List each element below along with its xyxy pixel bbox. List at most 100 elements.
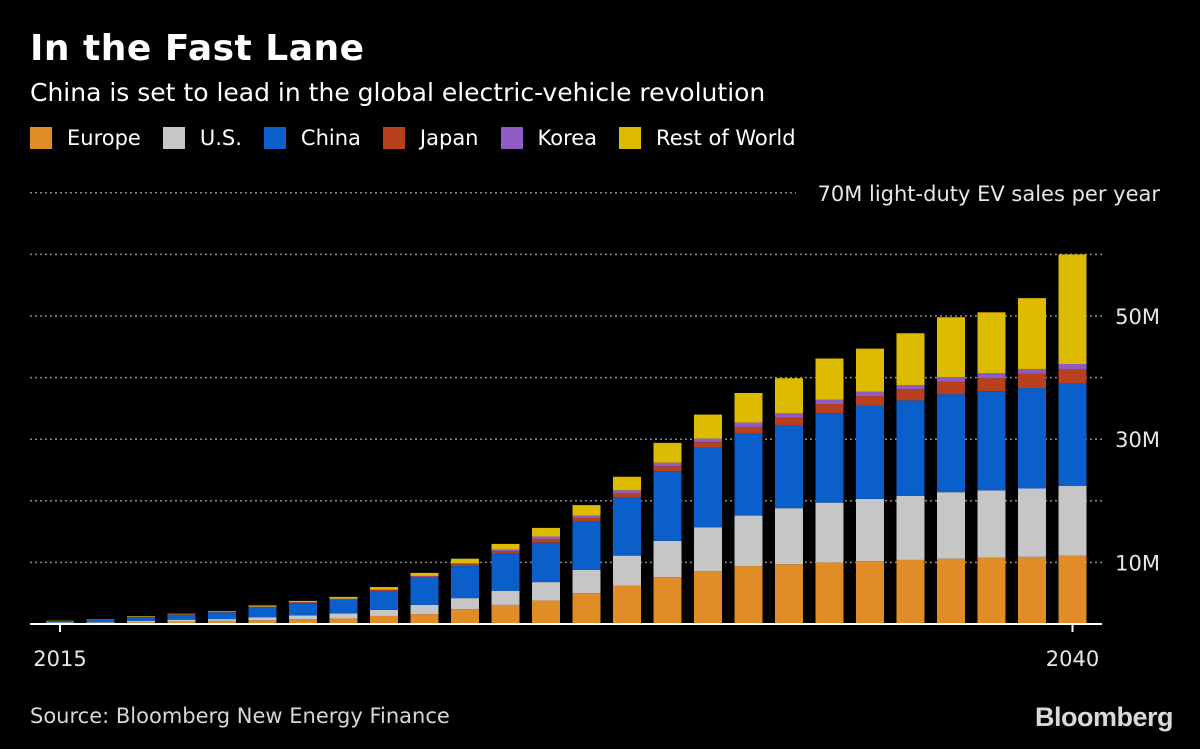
bar-segment-japan-2022 (329, 599, 358, 600)
bar-segment-korea-2028 (572, 515, 601, 519)
legend-item-japan: Japan (382, 126, 479, 150)
bar-segment-rest-of-world-2029 (613, 476, 641, 491)
bar-segment-europe-2019 (208, 620, 236, 624)
legend-label: Korea (537, 126, 598, 150)
bar-segment-japan-2040 (1058, 368, 1087, 384)
bar-segment-korea-2040 (1058, 364, 1087, 369)
bar-segment-china-2023 (370, 591, 398, 610)
bar-segment-u-s--2033 (775, 508, 803, 565)
bar-segment-rest-of-world-2028 (572, 505, 601, 516)
bloomberg-logo: Bloomberg (1034, 702, 1174, 732)
bar-segment-europe-2028 (572, 593, 601, 624)
bar-segment-korea-2022 (329, 598, 358, 600)
bar-segment-europe-2030 (653, 577, 682, 624)
bar-segment-u-s--2025 (451, 598, 479, 610)
bar-segment-china-2027 (532, 542, 560, 583)
bar-segment-europe-2018 (167, 621, 196, 624)
bar-segment-u-s--2022 (329, 613, 358, 619)
bar-segment-rest-of-world-2020 (248, 605, 277, 607)
bar-segment-rest-of-world-2018 (167, 613, 196, 615)
bar-segment-rest-of-world-2024 (410, 572, 439, 576)
bar-segment-u-s--2019 (208, 619, 236, 621)
bar-segment-u-s--2021 (289, 615, 317, 620)
x-tick-label: 2015 (33, 647, 86, 671)
legend-swatch (263, 127, 286, 149)
bar-segment-u-s--2026 (491, 590, 520, 605)
chart-title: In the Fast Lane (30, 28, 365, 69)
y-tick-label: 30M (1115, 428, 1160, 452)
bar-segment-europe-2038 (977, 557, 1006, 624)
y-tick-label: 50M (1115, 305, 1160, 329)
bar-segment-japan-2026 (491, 551, 520, 554)
bar-segment-china-2039 (1018, 388, 1046, 489)
bar-segment-europe-2023 (370, 615, 398, 624)
bar-segment-china-2035 (856, 405, 884, 499)
legend-item-u-s-: U.S. (162, 126, 242, 150)
bar-segment-europe-2037 (937, 558, 965, 624)
bar-segment-u-s--2035 (856, 498, 884, 562)
y-tick-label: 10M (1115, 551, 1160, 575)
bar-segment-europe-2020 (248, 620, 277, 624)
bar-segment-u-s--2034 (815, 502, 844, 563)
legend-item-korea: Korea (500, 126, 598, 150)
bar-segment-rest-of-world-2025 (451, 558, 479, 564)
bar-segment-japan-2032 (734, 426, 763, 434)
bar-segment-u-s--2027 (532, 582, 560, 601)
bar-segment-japan-2021 (289, 602, 317, 604)
bar-segment-rest-of-world-2032 (734, 393, 763, 423)
legend-label: U.S. (199, 126, 242, 150)
bar-segment-europe-2029 (613, 585, 641, 624)
bar-segment-china-2032 (734, 433, 763, 516)
bar-segment-u-s--2016 (86, 622, 115, 623)
bar-segment-japan-2031 (694, 442, 722, 448)
bar-segment-china-2022 (329, 599, 358, 614)
bar-segment-rest-of-world-2021 (289, 600, 317, 603)
bar-segment-china-2019 (208, 612, 236, 620)
bar-segment-europe-2026 (491, 604, 520, 624)
bar-segment-europe-2040 (1058, 555, 1087, 624)
bar-segment-europe-2027 (532, 600, 560, 624)
legend-label: Rest of World (656, 126, 796, 150)
bar-segment-japan-2034 (815, 404, 844, 414)
bar-segment-korea-2038 (977, 373, 1006, 379)
bar-segment-u-s--2017 (127, 620, 155, 623)
bar-segment-japan-2030 (653, 466, 682, 472)
bar-segment-europe-2036 (896, 559, 925, 624)
bar-segment-japan-2028 (572, 518, 601, 522)
bar-segment-rest-of-world-2030 (653, 442, 682, 463)
bar-segment-korea-2025 (451, 563, 479, 565)
y-tick-label: 70M light-duty EV sales per year (817, 182, 1160, 206)
bar-segment-korea-2035 (856, 391, 884, 397)
bar-segment-korea-2026 (491, 549, 520, 552)
legend-label: Europe (67, 126, 141, 150)
bar-segment-china-2031 (694, 447, 722, 528)
bar-segment-europe-2031 (694, 571, 722, 624)
legend-swatch (619, 127, 642, 149)
bar-segment-europe-2024 (410, 614, 439, 624)
bar-segment-china-2018 (167, 614, 196, 620)
bar-segment-china-2017 (127, 617, 155, 621)
chart-subtitle: China is set to lead in the global elect… (30, 78, 766, 107)
bar-segment-u-s--2030 (653, 540, 682, 578)
bar-segment-japan-2027 (532, 538, 560, 543)
bar-segment-u-s--2039 (1018, 488, 1046, 557)
bar-segment-rest-of-world-2022 (329, 596, 358, 599)
legend-item-europe: Europe (30, 126, 141, 150)
bar-segment-u-s--2038 (977, 490, 1006, 558)
bar-segment-japan-2029 (613, 493, 641, 498)
bar-segment-japan-2037 (937, 381, 965, 395)
bar-segment-korea-2030 (653, 462, 682, 467)
bar-segment-u-s--2023 (370, 609, 398, 616)
source-note: Source: Bloomberg New Energy Finance (30, 704, 450, 728)
bar-segment-rest-of-world-2033 (775, 378, 803, 414)
bar-segment-korea-2033 (775, 413, 803, 418)
bar-segment-u-s--2024 (410, 604, 439, 615)
bar-segment-europe-2025 (451, 609, 479, 624)
legend: Europe U.S. China Japan Korea Rest of World (30, 126, 818, 150)
bar-segment-u-s--2032 (734, 515, 763, 567)
bar-segment-rest-of-world-2027 (532, 527, 560, 537)
bar-segment-rest-of-world-2037 (937, 317, 965, 377)
bar-segment-china-2020 (248, 607, 277, 618)
bar-segment-japan-2023 (370, 590, 398, 592)
